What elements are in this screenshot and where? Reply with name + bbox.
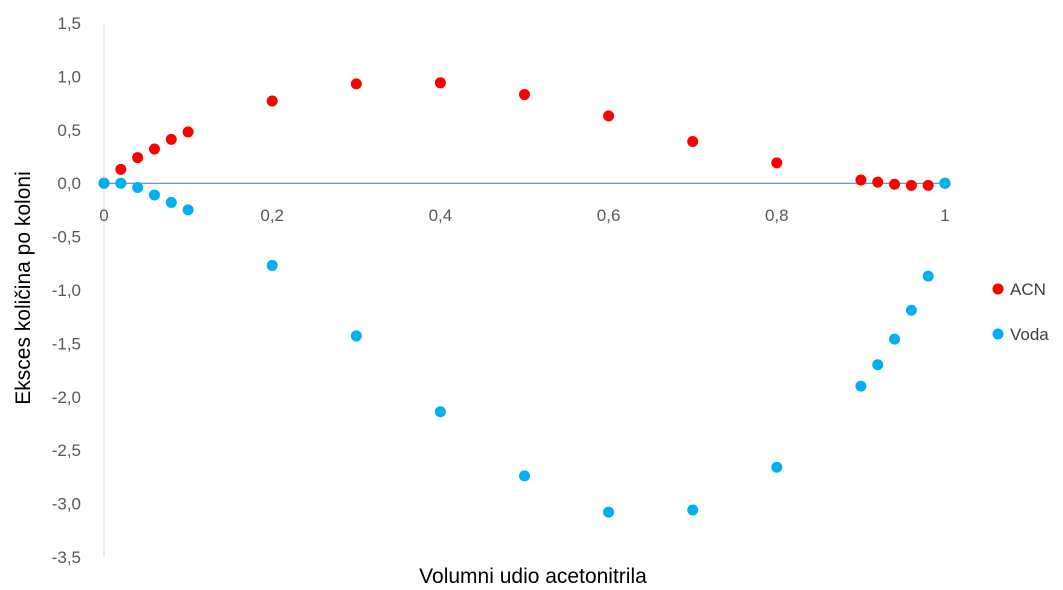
data-point-acn (132, 152, 144, 164)
data-point-acn (165, 133, 177, 145)
x-axis-tick-labels: 0 0,2 0,4 0,6 0,8 1 (99, 206, 949, 225)
y-tick-label: 1,0 (57, 67, 81, 86)
x-tick-label: 1 (940, 206, 949, 225)
data-point-voda (687, 504, 699, 516)
data-point-acn (855, 174, 867, 186)
data-point-acn (148, 143, 160, 155)
data-point-voda (771, 461, 783, 473)
data-point-acn (687, 136, 699, 148)
data-point-acn (603, 110, 615, 122)
data-point-voda (98, 177, 110, 189)
data-point-voda (165, 196, 177, 208)
data-point-voda (350, 330, 362, 342)
data-point-voda (132, 181, 144, 193)
data-point-voda (603, 506, 615, 518)
legend-label-acn: ACN (1010, 280, 1046, 299)
y-tick-label: 0,5 (57, 121, 81, 140)
data-point-voda (182, 204, 194, 216)
data-point-acn (434, 77, 446, 89)
y-tick-label: -2,0 (52, 388, 81, 407)
x-tick-label: 0,2 (260, 206, 284, 225)
data-point-acn (350, 78, 362, 90)
legend-marker-acn (992, 283, 1004, 295)
y-tick-label: -1,5 (52, 334, 81, 353)
data-point-acn (872, 176, 884, 188)
x-axis-title: Volumni udio acetonitrila (419, 565, 647, 588)
data-point-voda (148, 189, 160, 201)
x-tick-label: 0 (99, 206, 108, 225)
data-point-voda (855, 380, 867, 392)
data-point-acn (905, 179, 917, 191)
y-tick-label: 0,0 (57, 174, 81, 193)
y-tick-label: -2,5 (52, 441, 81, 460)
data-point-voda (905, 304, 917, 316)
data-point-voda (872, 359, 884, 371)
x-tick-label: 0,8 (765, 206, 789, 225)
data-point-acn (922, 179, 934, 191)
data-point-voda (519, 470, 530, 482)
x-tick-label: 0,6 (597, 206, 621, 225)
y-axis-title: Eksces količina po koloni (12, 171, 35, 404)
data-point-acn (266, 95, 278, 107)
data-point-acn (771, 157, 783, 169)
data-point-voda (266, 259, 278, 271)
y-tick-label: -3,5 (52, 548, 81, 567)
data-point-voda (889, 333, 901, 345)
data-point-acn (115, 163, 127, 175)
legend: ACN Voda (992, 280, 1049, 344)
data-point-voda (939, 177, 951, 189)
y-tick-label: -3,0 (52, 495, 81, 514)
data-point-acn (519, 89, 530, 101)
legend-label-voda: Voda (1010, 325, 1049, 344)
data-points (98, 77, 951, 518)
data-point-voda (922, 270, 934, 282)
y-tick-label: -1,0 (52, 281, 81, 300)
x-tick-label: 0,4 (429, 206, 453, 225)
data-point-acn (182, 126, 194, 138)
data-point-voda (434, 406, 446, 418)
legend-marker-voda (992, 328, 1004, 340)
y-axis-tick-labels: 1,5 1,0 0,5 0,0 -0,5 -1,0 -1,5 -2,0 -2,5 -3,0 -3,5 (52, 14, 81, 567)
data-point-acn (889, 178, 901, 190)
y-tick-label: -0,5 (52, 228, 81, 247)
y-tick-label: 1,5 (57, 14, 81, 33)
data-point-voda (115, 177, 127, 189)
